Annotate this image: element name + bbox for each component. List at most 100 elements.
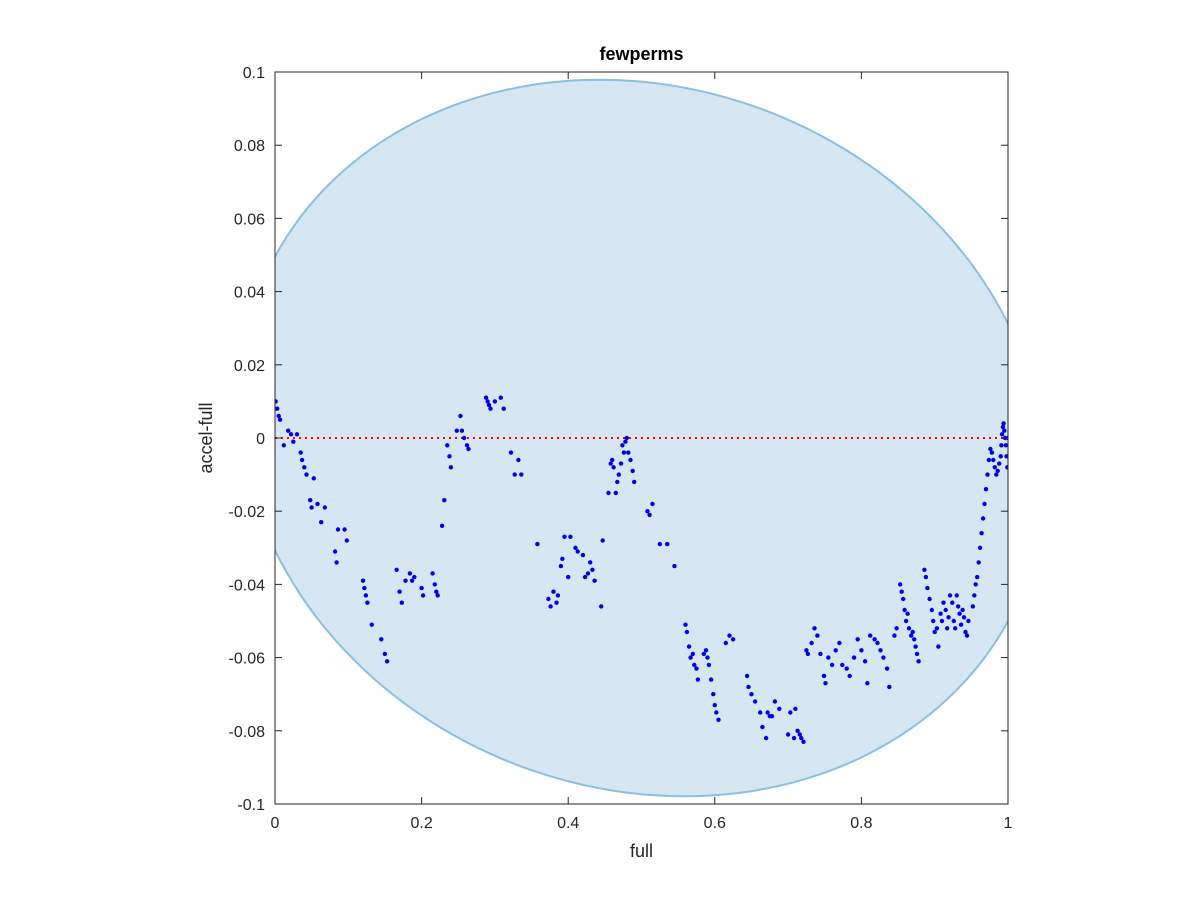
data-point (938, 611, 943, 616)
data-point (483, 395, 489, 400)
data-point (332, 549, 338, 554)
data-point (291, 439, 296, 444)
data-point (294, 432, 300, 437)
data-point (999, 432, 1005, 437)
data-point (1004, 454, 1008, 459)
data-point (777, 706, 782, 711)
data-point (435, 593, 440, 598)
data-point (936, 644, 941, 649)
data-point (976, 560, 981, 565)
data-point (384, 659, 390, 664)
data-point (1002, 428, 1007, 433)
data-point (878, 648, 883, 653)
data-point (657, 541, 662, 547)
data-point (276, 413, 281, 419)
data-point (309, 505, 314, 510)
data-point (445, 443, 450, 448)
data-point (859, 648, 864, 653)
data-point (837, 640, 842, 646)
data-point (892, 633, 897, 638)
data-point (492, 399, 498, 404)
x-axis-label: full (630, 841, 653, 861)
y-tick-label: 0.02 (234, 358, 265, 375)
data-point (613, 490, 618, 496)
data-point (986, 457, 992, 463)
y-tick-label: -0.04 (229, 577, 266, 594)
data-point (821, 673, 827, 679)
data-point (588, 560, 593, 565)
data-point (334, 560, 339, 565)
data-point (927, 596, 932, 602)
data-point (760, 724, 765, 730)
data-point (708, 677, 714, 682)
data-point (558, 563, 564, 569)
data-point (730, 637, 736, 642)
data-point (884, 666, 890, 671)
data-point (434, 589, 439, 594)
data-point (690, 651, 695, 657)
data-point (322, 505, 327, 510)
data-point (939, 618, 945, 624)
data-point (412, 574, 417, 580)
data-point (913, 644, 918, 649)
data-point (628, 457, 633, 463)
data-point (466, 446, 471, 452)
data-point (399, 600, 404, 605)
data-point (997, 461, 1002, 466)
data-point (535, 541, 540, 547)
data-point (342, 527, 347, 532)
data-point (616, 472, 621, 477)
data-point (925, 585, 930, 591)
data-point (898, 582, 903, 587)
y-tick-label: 0 (256, 431, 265, 448)
data-point (615, 479, 620, 485)
data-point (991, 457, 996, 463)
data-point (851, 655, 857, 660)
data-point (855, 637, 860, 642)
data-point (872, 637, 877, 642)
data-point (946, 615, 951, 620)
data-point (447, 454, 452, 459)
data-point (554, 600, 559, 605)
data-point (277, 417, 283, 422)
data-point (815, 633, 820, 638)
data-point (686, 644, 692, 649)
data-point (788, 710, 793, 715)
data-point (1000, 424, 1006, 430)
data-point (847, 673, 852, 679)
data-point (626, 450, 631, 455)
data-point (606, 490, 611, 496)
y-tick-label: 0.1 (243, 65, 265, 82)
data-point (985, 472, 990, 477)
data-point (442, 498, 447, 503)
data-point (901, 596, 906, 602)
data-point (826, 655, 831, 660)
x-tick-label: 0.2 (410, 815, 432, 832)
data-point (458, 413, 463, 419)
data-point (498, 395, 503, 400)
y-tick-label: 0.08 (234, 138, 265, 155)
data-point (964, 633, 970, 638)
data-point (454, 428, 459, 433)
data-point (953, 626, 958, 631)
data-point (998, 454, 1003, 459)
data-point (566, 574, 571, 580)
data-point (618, 461, 624, 466)
data-point (973, 582, 978, 587)
data-point (875, 640, 880, 646)
data-point (705, 655, 710, 660)
data-point (365, 600, 370, 605)
data-point (519, 472, 524, 477)
data-point (560, 556, 565, 561)
data-point (1005, 465, 1008, 470)
data-point (943, 607, 948, 613)
data-point (912, 637, 917, 642)
data-point (304, 472, 309, 477)
data-point (746, 684, 751, 690)
data-point (906, 626, 912, 631)
data-point (961, 615, 967, 620)
y-tick-label: -0.08 (229, 724, 266, 741)
data-point (992, 465, 997, 470)
data-point (914, 651, 920, 657)
data-point (308, 498, 313, 503)
